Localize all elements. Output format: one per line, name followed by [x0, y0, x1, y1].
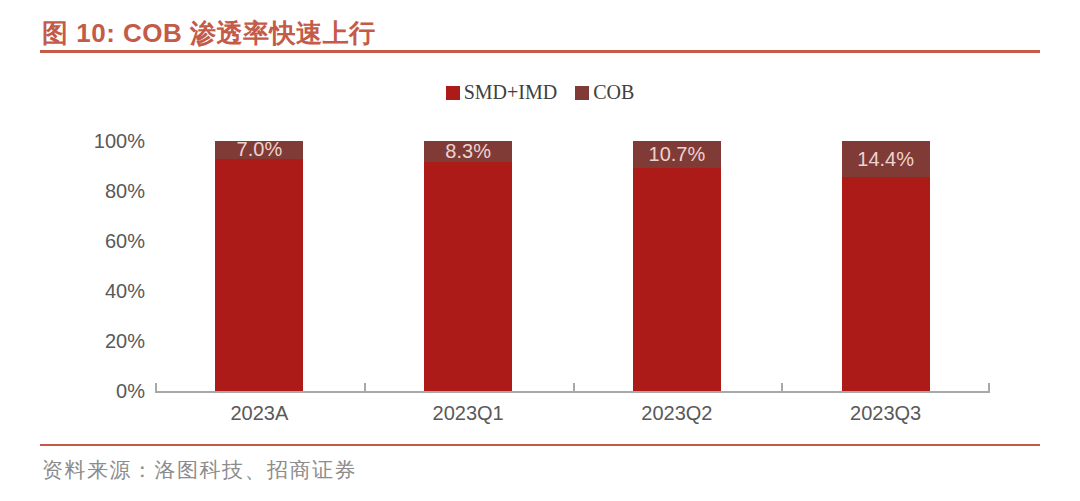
stacked-bar-2023q3: 14.4%: [842, 141, 930, 391]
legend-swatch-cob: [575, 86, 589, 100]
x-tick-label-2023q1: 2023Q1: [364, 402, 573, 425]
x-axis-tick: [781, 383, 783, 393]
x-tick-label-2023q2: 2023Q2: [573, 402, 782, 425]
figure-title: 图 10: COB 渗透率快速上行: [42, 16, 376, 51]
x-tick-label-2023q3: 2023Q3: [781, 402, 990, 425]
smd-imd-segment-2023q2: [633, 168, 721, 391]
y-tick-label: 20%: [70, 329, 145, 353]
title-divider: [40, 50, 1040, 53]
cob-segment-2023q2: 10.7%: [633, 141, 721, 168]
smd-imd-segment-2023q1: [424, 162, 512, 391]
legend-label-smd-imd: SMD+IMD: [464, 81, 558, 104]
x-axis-tick: [573, 383, 575, 393]
stacked-bar-2023q1: 8.3%: [424, 141, 512, 391]
y-axis: 100%80%60%40%20%0%: [70, 141, 145, 391]
y-tick-label: 80%: [70, 179, 145, 203]
smd-imd-segment-2023q3: [842, 177, 930, 391]
legend-swatch-smd-imd: [446, 86, 460, 100]
y-tick-label: 40%: [70, 279, 145, 303]
figure-card: 图 10: COB 渗透率快速上行 SMD+IMD COB 100% 80% 60%…: [0, 0, 1080, 501]
cob-segment-2023a: 7.0%: [215, 141, 303, 159]
stacked-bar-2023q2: 10.7%: [633, 141, 721, 391]
chart-legend: SMD+IMD COB: [0, 81, 1080, 104]
stacked-bar-2023a: 7.0%: [215, 141, 303, 391]
x-axis-labels: 2023A2023Q12023Q22023Q3: [155, 402, 990, 428]
smd-imd-segment-2023a: [215, 159, 303, 392]
source-note: 资料来源：洛图科技、招商证券: [42, 456, 357, 484]
legend-item-cob: COB: [575, 81, 634, 104]
y-tick-label: 0%: [70, 379, 145, 403]
y-tick-label: 60%: [70, 229, 145, 253]
legend-label-cob: COB: [593, 81, 634, 104]
x-axis-tick: [988, 383, 990, 393]
bar-plot: 7.0% 8.3% 10.7% 14.4%: [155, 141, 990, 391]
legend-item-smd-imd: SMD+IMD: [446, 81, 558, 104]
y-tick-label: 100%: [70, 129, 145, 153]
x-axis-tick: [364, 383, 366, 393]
cob-segment-2023q3: 14.4%: [842, 141, 930, 177]
cob-segment-2023q1: 8.3%: [424, 141, 512, 162]
x-axis-tick: [155, 383, 157, 393]
bottom-divider: [40, 444, 1040, 446]
x-tick-label-2023a: 2023A: [155, 402, 364, 425]
